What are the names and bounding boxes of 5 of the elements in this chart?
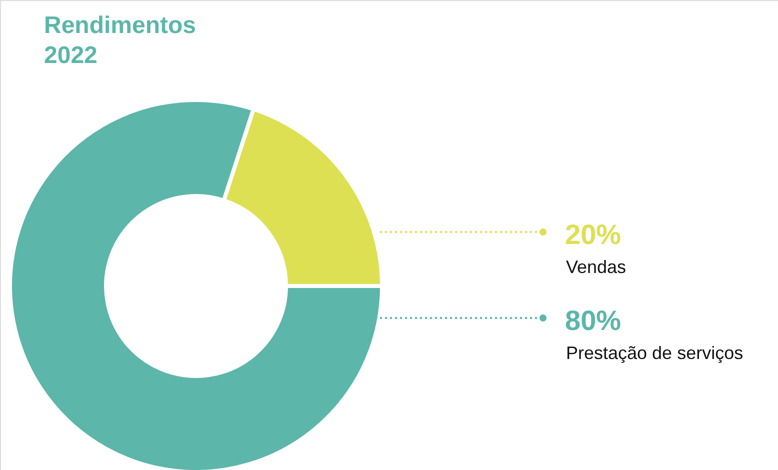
slice-label: Vendas [566, 257, 626, 277]
chart-title: Rendimentos 2022 [44, 12, 196, 69]
data-label: 80% [565, 305, 622, 336]
data-label: 20% [565, 219, 622, 250]
slice-label: Prestação de serviços [566, 343, 744, 363]
